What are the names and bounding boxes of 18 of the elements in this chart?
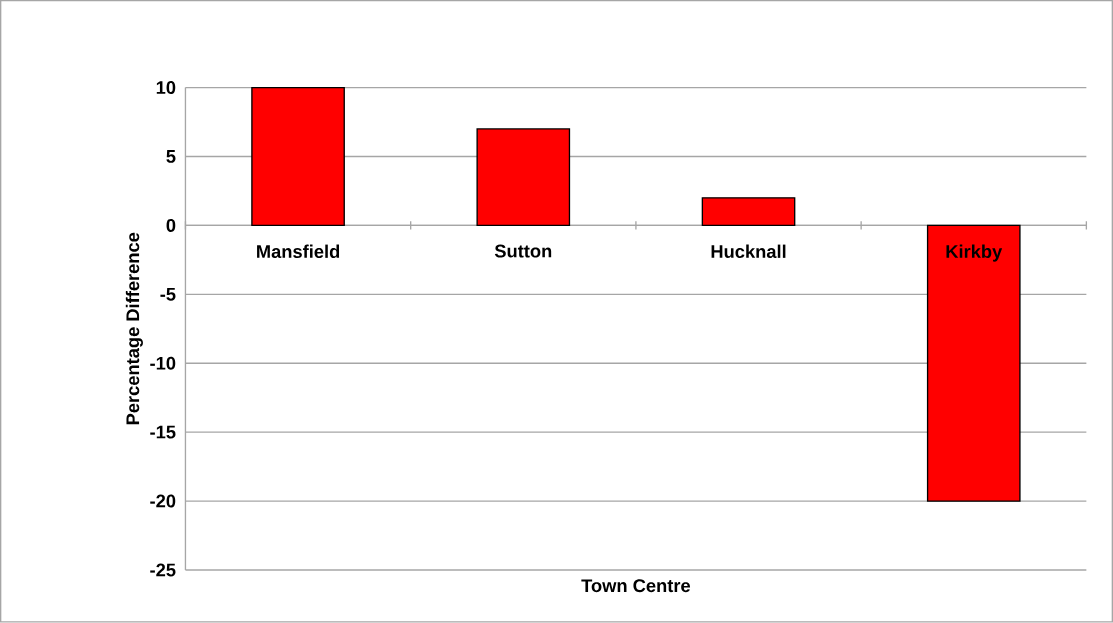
y-tick-label: -10 — [150, 356, 176, 370]
y-tick-label: -5 — [160, 288, 176, 301]
x-tick-label: Mansfield — [257, 244, 340, 259]
y-tick-label: 10 — [156, 81, 176, 95]
y-axis-title: Percentage Difference — [125, 232, 143, 425]
bar — [926, 224, 1021, 502]
x-axis-title: Town Centre — [581, 579, 691, 593]
bar — [476, 128, 571, 227]
x-tick-label: Sutton — [494, 244, 552, 258]
y-tick-label: 0 — [166, 219, 176, 233]
y-tick-label: -15 — [150, 425, 176, 439]
x-tick-label: Hucknall — [711, 244, 786, 259]
y-tick-label: -20 — [150, 494, 176, 508]
bar — [701, 197, 796, 227]
y-tick-label: 5 — [166, 150, 176, 164]
bar — [251, 87, 345, 227]
y-tick-label: -25 — [150, 563, 176, 577]
x-tick-label: Kirkby — [946, 244, 1003, 262]
